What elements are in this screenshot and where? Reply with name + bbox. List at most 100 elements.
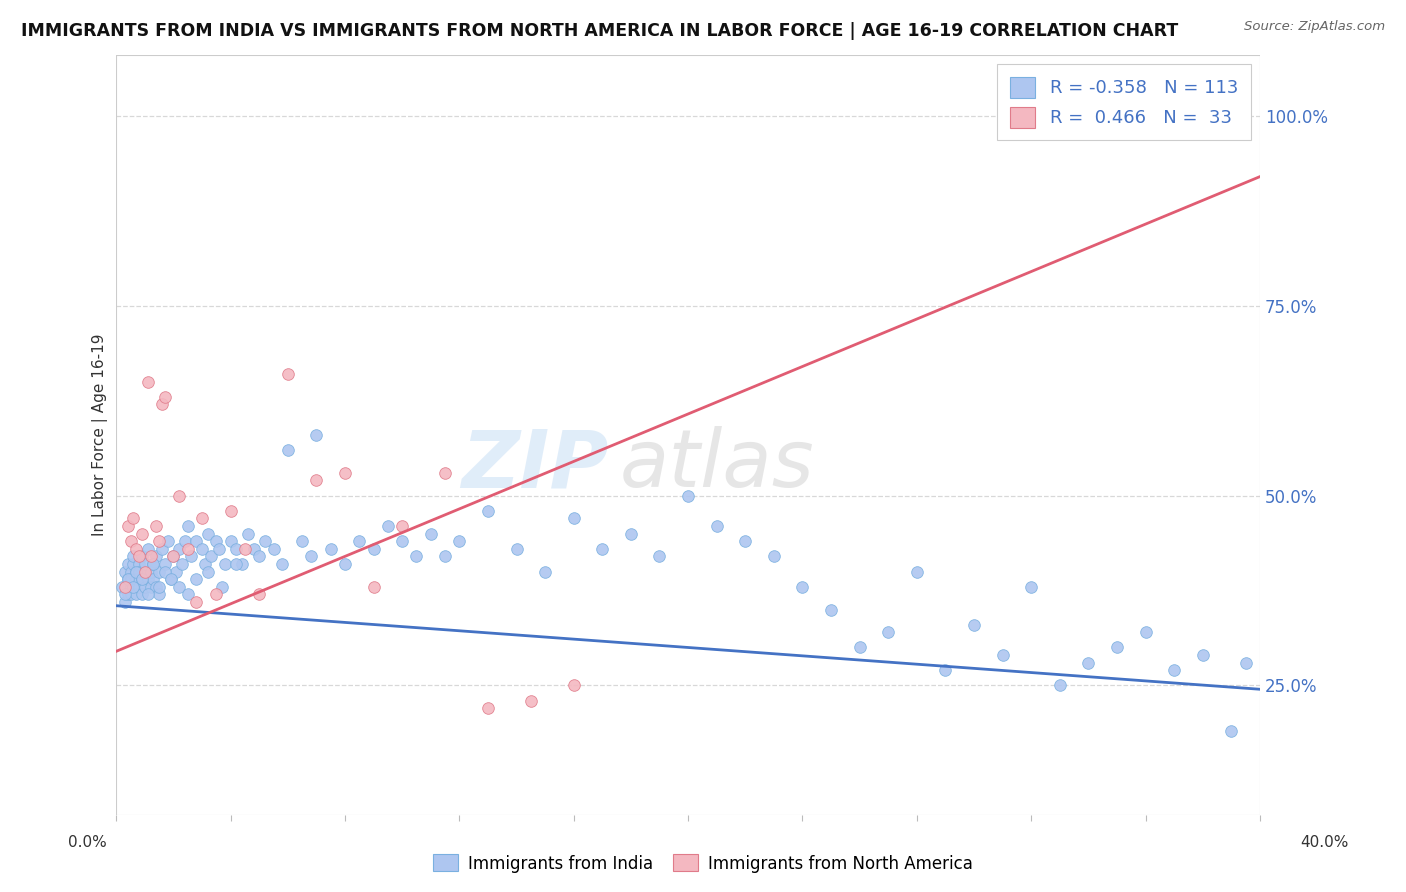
Point bbox=[153, 390, 176, 404]
Point bbox=[167, 541, 190, 556]
Point bbox=[205, 534, 228, 549]
Point bbox=[122, 557, 145, 571]
Point bbox=[122, 511, 145, 525]
Point bbox=[114, 580, 136, 594]
Point bbox=[142, 572, 165, 586]
Point bbox=[122, 580, 145, 594]
Point bbox=[167, 580, 190, 594]
Point bbox=[111, 580, 134, 594]
Point bbox=[253, 534, 276, 549]
Point bbox=[125, 587, 148, 601]
Point bbox=[136, 587, 159, 601]
Point bbox=[219, 504, 242, 518]
Point bbox=[148, 580, 170, 594]
Point bbox=[236, 526, 259, 541]
Point bbox=[305, 428, 328, 442]
Point bbox=[180, 549, 202, 564]
Point bbox=[391, 534, 413, 549]
Point bbox=[242, 541, 264, 556]
Point bbox=[247, 587, 270, 601]
Point bbox=[148, 565, 170, 579]
Point bbox=[848, 640, 870, 655]
Point bbox=[139, 565, 162, 579]
Point bbox=[114, 595, 136, 609]
Point bbox=[477, 701, 499, 715]
Point bbox=[162, 549, 184, 564]
Point bbox=[120, 565, 142, 579]
Point bbox=[1077, 656, 1099, 670]
Text: 40.0%: 40.0% bbox=[1301, 836, 1348, 850]
Point bbox=[125, 541, 148, 556]
Point bbox=[1019, 580, 1042, 594]
Text: atlas: atlas bbox=[620, 426, 814, 504]
Point bbox=[191, 511, 214, 525]
Point bbox=[208, 541, 231, 556]
Point bbox=[648, 549, 671, 564]
Point bbox=[591, 541, 613, 556]
Point bbox=[277, 367, 299, 381]
Point bbox=[734, 534, 756, 549]
Point bbox=[170, 557, 193, 571]
Point bbox=[214, 557, 236, 571]
Point bbox=[1135, 625, 1157, 640]
Point bbox=[134, 565, 156, 579]
Point bbox=[225, 557, 247, 571]
Point bbox=[620, 526, 643, 541]
Point bbox=[186, 595, 208, 609]
Point bbox=[122, 549, 145, 564]
Point bbox=[820, 602, 842, 616]
Point bbox=[219, 534, 242, 549]
Point bbox=[877, 625, 900, 640]
Point bbox=[125, 572, 148, 586]
Point bbox=[905, 565, 928, 579]
Point bbox=[505, 541, 527, 556]
Point bbox=[299, 549, 322, 564]
Point bbox=[231, 557, 253, 571]
Point bbox=[333, 466, 356, 480]
Point bbox=[197, 526, 219, 541]
Point bbox=[120, 534, 142, 549]
Legend: Immigrants from India, Immigrants from North America: Immigrants from India, Immigrants from N… bbox=[426, 847, 980, 880]
Point bbox=[434, 549, 457, 564]
Point bbox=[233, 541, 256, 556]
Point bbox=[162, 549, 184, 564]
Point bbox=[1191, 648, 1213, 662]
Point bbox=[177, 541, 200, 556]
Point bbox=[128, 565, 150, 579]
Legend: R = -0.358   N = 113, R =  0.466   N =  33: R = -0.358 N = 113, R = 0.466 N = 33 bbox=[997, 64, 1251, 140]
Point bbox=[117, 519, 139, 533]
Point bbox=[125, 565, 148, 579]
Point bbox=[991, 648, 1014, 662]
Point bbox=[136, 541, 159, 556]
Point bbox=[963, 617, 986, 632]
Point bbox=[263, 541, 285, 556]
Point bbox=[520, 693, 543, 707]
Point bbox=[200, 549, 222, 564]
Text: Source: ZipAtlas.com: Source: ZipAtlas.com bbox=[1244, 20, 1385, 33]
Point bbox=[134, 580, 156, 594]
Point bbox=[205, 587, 228, 601]
Point bbox=[333, 557, 356, 571]
Point bbox=[167, 489, 190, 503]
Point bbox=[186, 534, 208, 549]
Point bbox=[191, 541, 214, 556]
Point bbox=[706, 519, 728, 533]
Point bbox=[134, 557, 156, 571]
Point bbox=[349, 534, 371, 549]
Point bbox=[122, 580, 145, 594]
Point bbox=[114, 587, 136, 601]
Point bbox=[363, 580, 385, 594]
Point bbox=[934, 663, 956, 677]
Point bbox=[211, 580, 233, 594]
Point bbox=[150, 397, 173, 411]
Point bbox=[377, 519, 399, 533]
Point bbox=[148, 587, 170, 601]
Point bbox=[125, 565, 148, 579]
Point bbox=[131, 549, 153, 564]
Point bbox=[131, 572, 153, 586]
Point bbox=[1220, 724, 1243, 739]
Point bbox=[117, 572, 139, 586]
Point bbox=[153, 557, 176, 571]
Point bbox=[363, 541, 385, 556]
Point bbox=[156, 534, 179, 549]
